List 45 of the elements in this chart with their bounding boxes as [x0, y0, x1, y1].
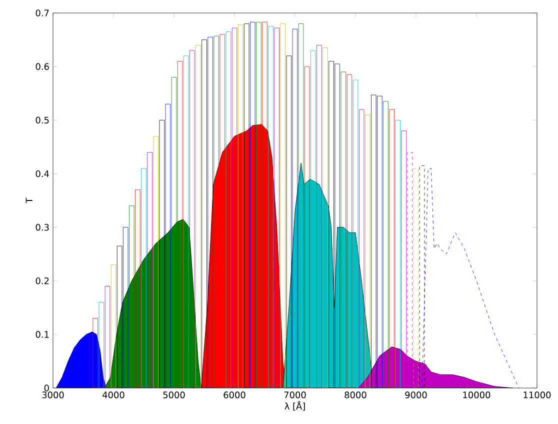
bar — [334, 64, 340, 388]
bar — [268, 26, 274, 388]
bar — [177, 61, 183, 388]
y-tick-label: 0 — [44, 384, 49, 392]
y-axis-title: T — [26, 198, 32, 204]
bar — [256, 22, 262, 388]
bar — [141, 168, 146, 388]
bar — [304, 66, 310, 388]
x-tick-label: 11000 — [524, 392, 551, 398]
bar — [292, 28, 298, 388]
bar — [208, 36, 213, 388]
x-tick-label: 10000 — [463, 392, 490, 398]
y-tick-label: 0.5 — [36, 116, 49, 124]
y-tick-label: 0.6 — [36, 63, 49, 70]
x-tick-label: 8000 — [344, 392, 366, 398]
x-tick-label: 4000 — [102, 392, 124, 398]
bar — [413, 168, 419, 388]
y-tick-label: 0.7 — [36, 10, 49, 16]
bar — [340, 72, 346, 388]
x-axis-title: λ [Å] — [284, 401, 305, 411]
y-tick-label: 0.4 — [36, 170, 49, 178]
y-tick-label: 0.3 — [36, 224, 49, 231]
x-tick-label: 3000 — [42, 392, 64, 398]
bar — [183, 56, 189, 388]
bar — [98, 302, 104, 388]
bar — [389, 109, 394, 388]
bar — [383, 101, 388, 388]
line-series — [422, 168, 520, 388]
y-tick-label: 0.2 — [36, 277, 49, 284]
x-tick-label: 5000 — [163, 392, 185, 398]
x-tick-label: 7000 — [284, 392, 306, 398]
x-tick-label: 6000 — [224, 392, 246, 398]
bar — [395, 120, 400, 388]
bar — [250, 22, 256, 388]
bar — [122, 227, 128, 388]
y-tick-label: 0.1 — [36, 331, 49, 338]
bar — [377, 96, 382, 388]
bar — [298, 24, 304, 388]
bar — [214, 36, 219, 388]
bar — [135, 190, 140, 388]
bar — [165, 104, 171, 388]
bar — [226, 32, 232, 388]
bar — [92, 318, 98, 388]
bar — [346, 74, 352, 388]
x-tick-label: 9000 — [405, 392, 427, 398]
